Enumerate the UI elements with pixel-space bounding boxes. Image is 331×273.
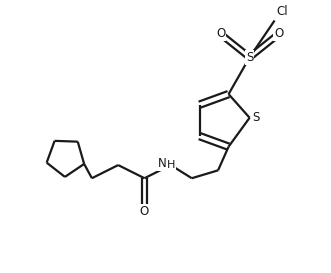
- Text: H: H: [166, 160, 175, 170]
- Text: O: O: [216, 27, 225, 40]
- Text: N: N: [158, 157, 167, 170]
- Text: Cl: Cl: [276, 5, 288, 18]
- Text: O: O: [274, 27, 283, 40]
- Text: O: O: [140, 204, 149, 218]
- Text: S: S: [253, 111, 260, 124]
- Text: S: S: [246, 51, 253, 64]
